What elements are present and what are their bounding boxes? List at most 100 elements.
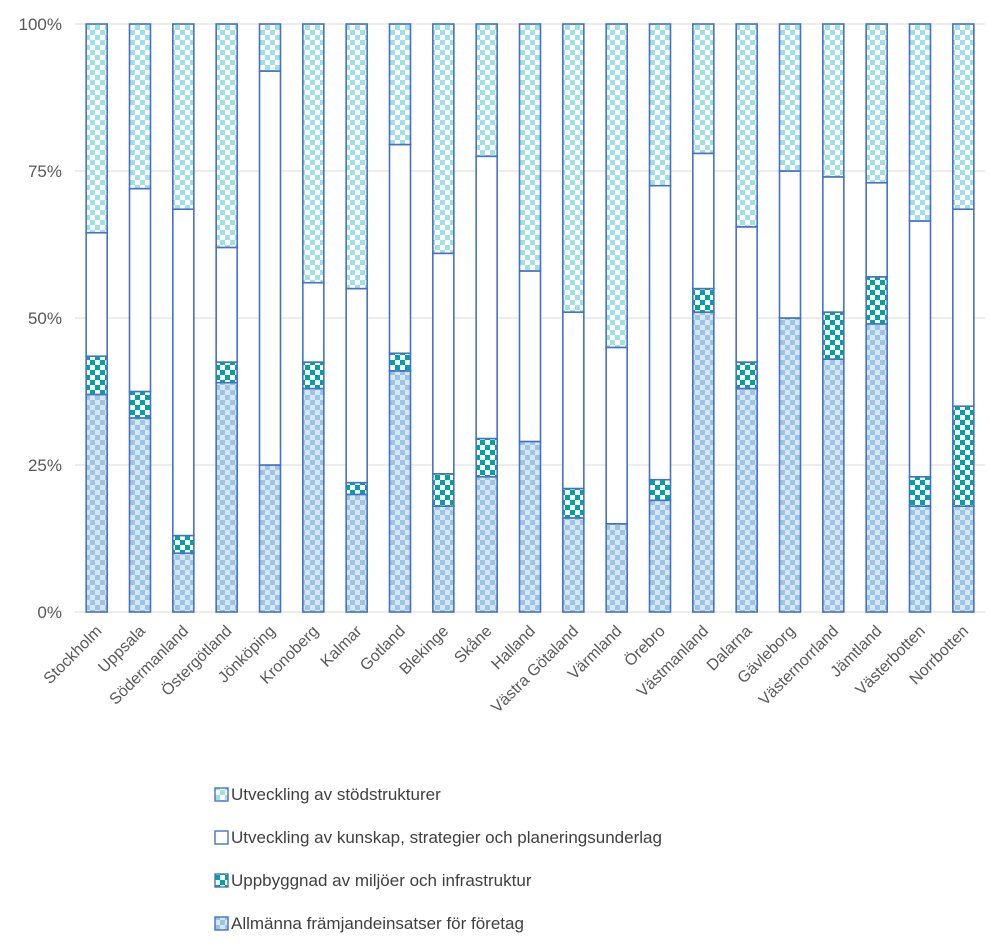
bar-segment	[172, 552, 195, 613]
bar-segment	[605, 346, 628, 525]
bar-segment	[345, 23, 368, 290]
bar-segment	[388, 143, 412, 355]
bar-segment	[475, 475, 498, 613]
bar-segment	[85, 393, 108, 613]
bar-segment	[302, 387, 325, 613]
bar-segment	[388, 23, 412, 146]
bar-segment	[85, 23, 108, 234]
bar-segment	[345, 493, 368, 613]
bar-segment	[562, 311, 585, 490]
bar-segment	[562, 23, 585, 313]
bar-segment	[432, 473, 455, 507]
bar-segment	[302, 281, 325, 363]
bar-segment	[475, 155, 498, 440]
bar-segment	[735, 387, 758, 613]
bar-segment	[85, 231, 108, 358]
bar-segment	[952, 23, 975, 211]
y-tick-label: 75%	[28, 162, 62, 181]
bar-segment	[822, 311, 845, 360]
bar-segment	[302, 361, 325, 390]
bar-segment	[692, 152, 715, 290]
bar-segment	[475, 437, 498, 478]
bar-segment	[822, 358, 845, 613]
y-axis-ticks: 0% 25% 50% 75% 100%	[19, 15, 62, 622]
bar-segment	[562, 517, 585, 613]
legend-swatch	[214, 830, 229, 845]
bar-segment	[388, 370, 412, 613]
bar-segment	[345, 287, 368, 484]
bar-segment	[432, 252, 455, 475]
bar-segment	[215, 361, 238, 384]
legend: Utveckling av stödstrukturer Utveckling a…	[214, 785, 662, 933]
bar-segment	[215, 246, 238, 363]
bar-segment	[822, 23, 845, 178]
x-tick-label: Blekinge	[397, 623, 452, 678]
y-tick-label: 100%	[19, 15, 62, 34]
bar-segment	[778, 170, 802, 319]
y-tick-label: 25%	[28, 456, 62, 475]
bar-segment	[605, 23, 628, 349]
bar-segment	[302, 23, 325, 284]
bar-segment	[865, 181, 888, 278]
bar-segment	[518, 440, 542, 613]
bar-segment	[432, 23, 455, 255]
bar-segment	[648, 184, 672, 481]
bar-segment	[215, 381, 238, 613]
bar-segment	[345, 481, 368, 496]
bar-segment	[692, 311, 715, 613]
bar-segment	[692, 287, 715, 313]
bar-segment	[258, 70, 282, 466]
bar-segment	[692, 23, 715, 155]
bar-segment	[518, 23, 542, 272]
bar-segment	[648, 499, 672, 613]
bar-segment	[952, 208, 975, 407]
y-tick-label: 0%	[37, 603, 62, 622]
bar-segment	[258, 464, 282, 613]
bar-segment	[215, 23, 238, 249]
legend-label: Uppbyggnad av miljöer och infrastruktur	[231, 871, 532, 890]
bar-segment	[908, 475, 932, 507]
bar-segment	[952, 505, 975, 613]
bar-segment	[952, 405, 975, 507]
bar-segment	[172, 23, 195, 211]
bar-segment	[172, 208, 195, 537]
bar-segment	[735, 226, 758, 363]
legend-swatch	[214, 873, 229, 888]
bar-segment	[865, 323, 888, 613]
bar-segment	[822, 176, 845, 313]
bar-segment	[432, 505, 455, 613]
legend-swatch	[214, 916, 229, 931]
bar-segment	[908, 505, 932, 613]
bar-segment	[908, 220, 932, 478]
bar-segment	[648, 478, 672, 502]
y-tick-label: 50%	[28, 309, 62, 328]
legend-label: Utveckling av stödstrukturer	[231, 785, 441, 804]
bar-segment	[648, 23, 672, 187]
bar-segment	[128, 23, 152, 190]
bar-segment	[865, 23, 888, 184]
legend-label: Allmänna främjandeinsatser för företag	[231, 914, 524, 933]
bar-segment	[562, 487, 585, 519]
bar-segment	[865, 276, 888, 325]
bar-segment	[778, 23, 802, 172]
bar-segment	[735, 23, 758, 228]
bar-segment	[258, 23, 282, 72]
bar-segment	[128, 187, 152, 393]
x-axis-labels: StockholmUppsalaSödermanlandÖstergötland…	[41, 622, 973, 717]
legend-label: Utveckling av kunskap, strategier och pl…	[231, 828, 662, 847]
x-tick-label: Stockholm	[41, 623, 106, 688]
bar-segment	[605, 522, 628, 613]
bar-segment	[85, 355, 108, 396]
bar-segment	[475, 23, 498, 158]
bars	[85, 23, 975, 613]
bar-segment	[735, 361, 758, 390]
legend-swatch	[214, 787, 229, 802]
bar-segment	[778, 317, 802, 613]
bar-segment	[908, 23, 932, 222]
bar-segment	[128, 390, 152, 419]
bar-segment	[388, 352, 412, 372]
bar-segment	[518, 270, 542, 443]
bar-segment	[128, 417, 152, 613]
bar-segment	[172, 534, 195, 554]
